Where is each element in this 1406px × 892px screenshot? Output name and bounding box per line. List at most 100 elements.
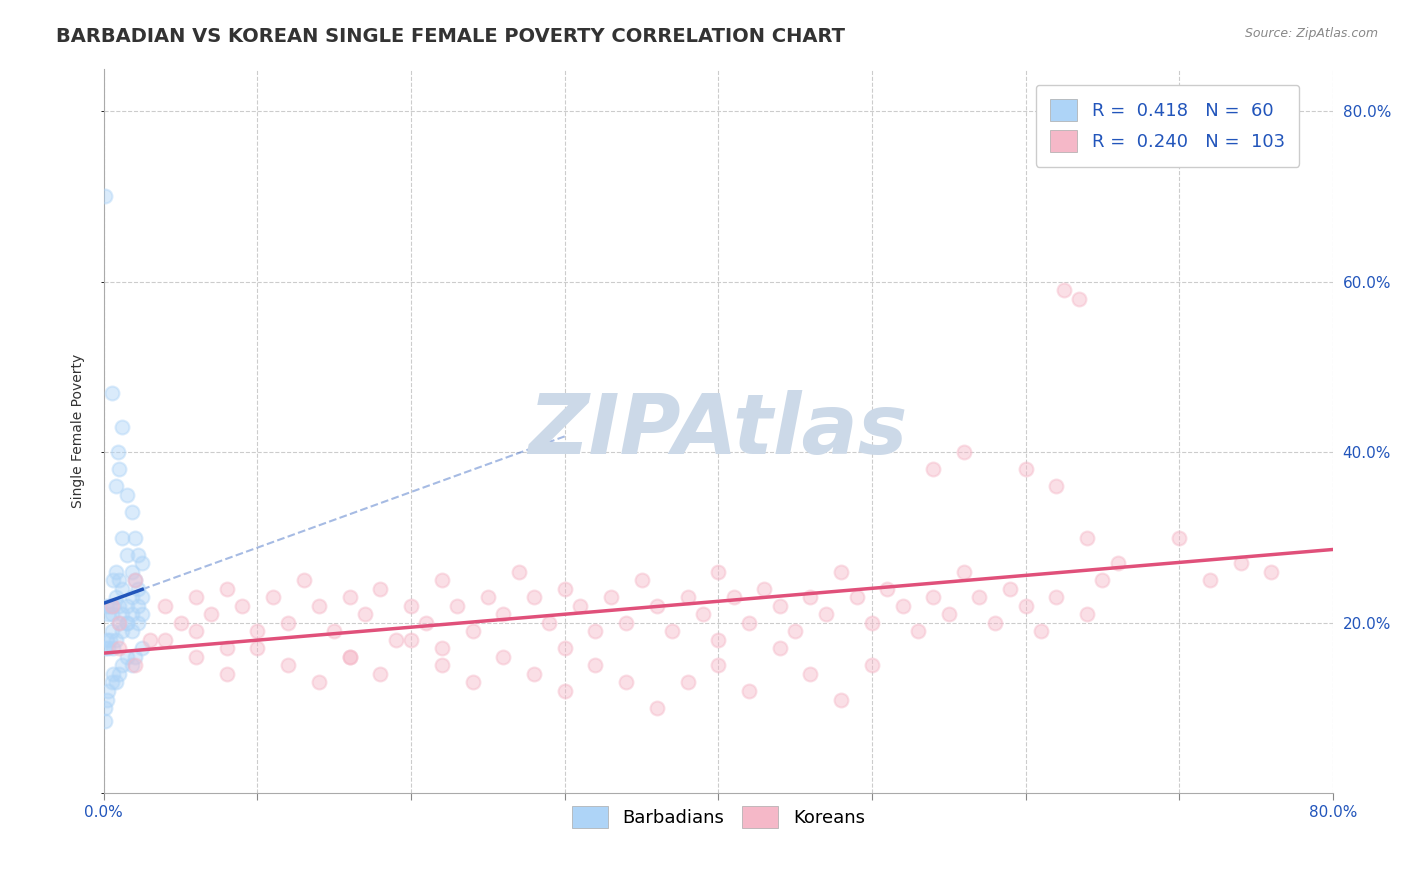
Point [430, 658, 453, 673]
Point [131, 607, 153, 622]
Point [876, 582, 898, 596]
Point [461, 624, 484, 639]
Point [96, 599, 118, 613]
Point [215, 667, 238, 681]
Point [339, 591, 361, 605]
Point [111, 607, 134, 622]
Point [1199, 573, 1222, 587]
Point [415, 615, 437, 630]
Text: BARBADIAN VS KOREAN SINGLE FEMALE POVERTY CORRELATION CHART: BARBADIAN VS KOREAN SINGLE FEMALE POVERT… [56, 27, 845, 45]
Point [101, 641, 124, 656]
Point [676, 675, 699, 690]
Point [131, 641, 153, 656]
Point [630, 573, 652, 587]
Point [121, 591, 143, 605]
Point [1053, 283, 1076, 297]
Point [101, 599, 124, 613]
Point [127, 582, 149, 596]
Point [115, 615, 138, 630]
Point [308, 599, 330, 613]
Point [262, 591, 284, 605]
Point [169, 615, 191, 630]
Point [707, 632, 730, 647]
Point [121, 624, 143, 639]
Point [583, 658, 606, 673]
Point [107, 445, 129, 459]
Point [938, 607, 960, 622]
Point [121, 505, 143, 519]
Point [127, 548, 149, 562]
Point [121, 607, 143, 622]
Point [554, 684, 576, 698]
Point [661, 624, 683, 639]
Point [246, 624, 269, 639]
Point [339, 649, 361, 664]
Point [96, 692, 118, 706]
Point [953, 565, 976, 579]
Point [105, 565, 128, 579]
Point [676, 591, 699, 605]
Point [121, 565, 143, 579]
Point [1076, 531, 1098, 545]
Point [124, 573, 146, 587]
Point [246, 641, 269, 656]
Point [461, 675, 484, 690]
Point [492, 649, 515, 664]
Point [308, 675, 330, 690]
Point [184, 591, 207, 605]
Point [111, 658, 134, 673]
Point [96, 632, 118, 647]
Point [124, 531, 146, 545]
Point [108, 615, 131, 630]
Point [127, 615, 149, 630]
Point [583, 624, 606, 639]
Point [111, 624, 134, 639]
Point [953, 445, 976, 459]
Point [707, 658, 730, 673]
Point [115, 548, 138, 562]
Point [523, 667, 546, 681]
Point [323, 624, 346, 639]
Point [769, 641, 792, 656]
Point [430, 641, 453, 656]
Point [339, 649, 361, 664]
Point [108, 599, 131, 613]
Point [97, 684, 120, 698]
Point [523, 591, 546, 605]
Point [277, 658, 299, 673]
Point [860, 658, 883, 673]
Point [277, 615, 299, 630]
Point [860, 615, 883, 630]
Point [231, 599, 253, 613]
Point [108, 615, 131, 630]
Point [538, 615, 561, 630]
Point [723, 591, 745, 605]
Point [370, 582, 392, 596]
Point [100, 607, 122, 622]
Point [98, 632, 121, 647]
Point [707, 565, 730, 579]
Point [115, 649, 138, 664]
Point [1168, 531, 1191, 545]
Point [922, 591, 945, 605]
Text: ZIPAtlas: ZIPAtlas [529, 391, 908, 472]
Point [399, 599, 422, 613]
Point [115, 599, 138, 613]
Point [569, 599, 592, 613]
Point [998, 582, 1021, 596]
Point [100, 599, 122, 613]
Point [554, 641, 576, 656]
Point [184, 649, 207, 664]
Point [108, 641, 131, 656]
Point [754, 582, 776, 596]
Point [1014, 462, 1036, 476]
Point [155, 599, 177, 613]
Point [446, 599, 468, 613]
Point [891, 599, 914, 613]
Point [108, 462, 131, 476]
Point [97, 607, 120, 622]
Point [614, 615, 637, 630]
Point [384, 632, 406, 647]
Point [108, 667, 131, 681]
Point [845, 591, 868, 605]
